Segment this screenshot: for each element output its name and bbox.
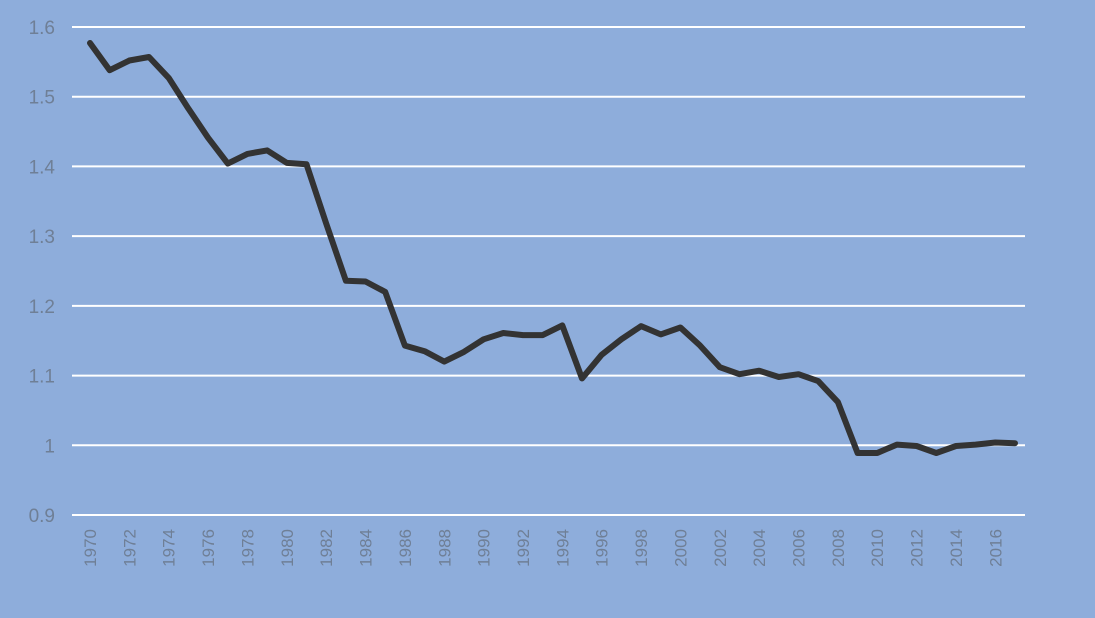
y-tick-label: 1.6 [29, 18, 55, 39]
x-tick-label: 1980 [278, 529, 297, 567]
x-tick-label: 1984 [357, 529, 376, 567]
x-tick-label: 1978 [238, 529, 257, 567]
x-tick-label: 2000 [671, 529, 690, 567]
x-tick-label: 1994 [553, 529, 572, 567]
x-tick-label: 2012 [908, 529, 927, 567]
series-line [87, 40, 1018, 456]
x-tick-label: 2010 [868, 529, 887, 567]
x-tick-label: 1996 [593, 529, 612, 567]
y-axis-ticks: 0.9 1 1.1 1.2 1.3 1.4 1.5 1.6 [29, 18, 56, 527]
y-tick-label: 1 [44, 436, 55, 457]
y-tick-label: 1.4 [29, 157, 56, 178]
x-tick-label: 1998 [632, 529, 651, 567]
x-tick-label: 1976 [199, 529, 218, 567]
y-tick-label: 1.3 [29, 227, 55, 248]
x-tick-label: 2016 [986, 529, 1005, 567]
x-tick-label: 1982 [317, 529, 336, 567]
x-tick-label: 1972 [120, 529, 139, 567]
x-tick-label: 1974 [160, 529, 179, 567]
x-tick-label: 2014 [947, 529, 966, 567]
x-axis-ticks: 1970 1972 1974 1976 1978 1980 1982 1984 1986 1988… [81, 529, 1005, 567]
x-tick-label: 2004 [750, 529, 769, 567]
x-tick-label: 1992 [514, 529, 533, 567]
x-tick-label: 2008 [829, 529, 848, 567]
y-tick-label: 0.9 [29, 506, 55, 527]
x-tick-label: 2002 [711, 529, 730, 567]
x-tick-label: 1986 [396, 529, 415, 567]
y-tick-label: 1.1 [29, 367, 55, 388]
x-tick-label: 1990 [475, 529, 494, 567]
y-tick-label: 1.2 [29, 297, 55, 318]
series-layer [87, 40, 1018, 456]
x-tick-label: 2006 [790, 529, 809, 567]
gridlines [72, 26, 1025, 516]
x-tick-label: 1970 [81, 529, 100, 567]
y-tick-label: 1.5 [29, 88, 55, 109]
x-tick-label: 1988 [435, 529, 454, 567]
